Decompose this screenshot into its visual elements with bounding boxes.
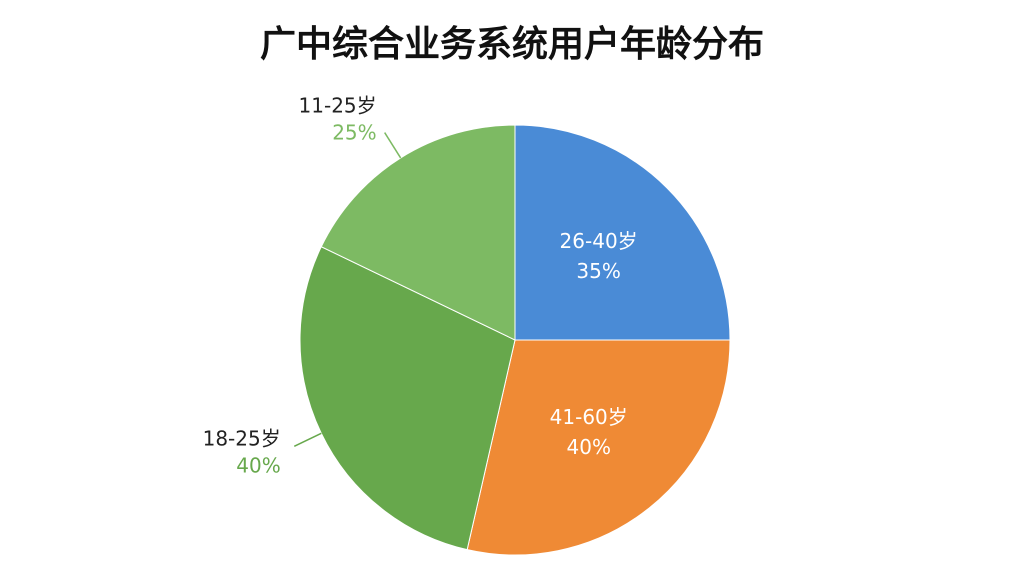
slice-label: 41-60岁	[550, 405, 628, 429]
pie-slice	[320, 124, 516, 341]
slice-value-label: 40%	[236, 453, 280, 477]
pie-slice	[299, 246, 516, 551]
slice-label: 11-25岁	[299, 93, 377, 117]
slice-value-label: 35%	[576, 259, 620, 283]
leader-line	[293, 432, 322, 447]
chart-title: 广中综合业务系统用户年龄分布	[260, 24, 764, 65]
leader-line	[384, 132, 402, 159]
slice-label: 26-40岁	[560, 229, 638, 253]
slice-value-label: 25%	[332, 120, 376, 144]
slice-label: 18-25岁	[203, 426, 281, 450]
pie-slice	[514, 124, 731, 341]
slice-value-label: 40%	[567, 435, 611, 459]
pie-slice	[466, 339, 731, 556]
